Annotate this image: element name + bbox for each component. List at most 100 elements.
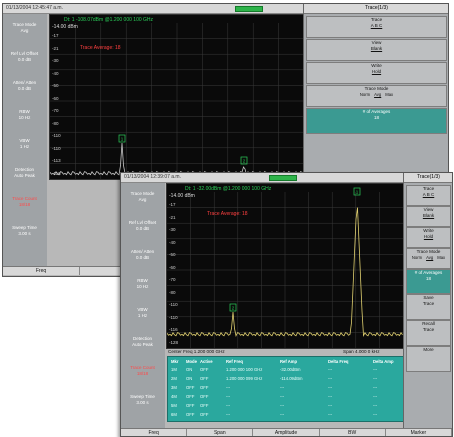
- table-header: Mkr Mode Active Ref Freq Ref Amp Delta Freq De…: [168, 358, 403, 365]
- param-label: VBW: [19, 138, 30, 143]
- bottom-amplitude-button[interactable]: Amplitude: [253, 429, 320, 436]
- trace-average-label: Trace Average: 18: [80, 45, 121, 51]
- param-trace-count: Trace Count 18/18: [122, 365, 163, 376]
- bottom-bw-button[interactable]: BW: [320, 429, 386, 436]
- table-row: 4M OFF OFF --- --- --- ---: [168, 393, 403, 400]
- softkey-averages[interactable]: # of Averages 18: [406, 269, 451, 294]
- param-vbw: VBW 1 Hz: [4, 138, 45, 149]
- grid: [50, 23, 304, 179]
- softkey-value: Trace: [422, 326, 435, 332]
- y-axis-label: -21: [169, 214, 176, 220]
- y-axis-label: -113: [52, 158, 61, 164]
- trace-mode-norm[interactable]: Norm: [411, 254, 423, 260]
- table-cell: ---: [373, 385, 378, 390]
- trace-mode-avg[interactable]: Avg: [426, 254, 434, 260]
- param-value: 10 Hz: [18, 114, 31, 120]
- timestamp: 01/13/2004 12:39:07 a.m.: [124, 174, 181, 180]
- spectrum-trace: [167, 207, 403, 338]
- column-header: Delta Freq: [328, 359, 349, 364]
- freq-button[interactable]: Freq: [3, 267, 80, 275]
- param-ref-lvl-offset: Ref Lvl Offset 0.0 dB: [122, 220, 163, 231]
- marker-readout: Dt: 1 -108.07dBm @1.200 000 100 GHz: [64, 17, 154, 23]
- table-cell: OFF: [186, 385, 195, 390]
- reference-level: -14.00 dBm: [169, 193, 195, 199]
- softkey-write[interactable]: Write Hold: [406, 227, 451, 248]
- softkey-save[interactable]: Save Trace: [406, 294, 451, 320]
- param-value: 0.0 dB: [17, 85, 31, 91]
- softkey-trace[interactable]: Trace A B C: [306, 16, 447, 38]
- table-cell: ---: [226, 412, 231, 417]
- marker-number: 1: [356, 190, 359, 195]
- table-cell: ---: [328, 385, 333, 390]
- param-label: Atten/ Atten: [12, 80, 37, 85]
- param-label: Sweep Time: [130, 394, 155, 399]
- softkey-recall[interactable]: Recall Trace: [406, 320, 451, 346]
- bottom-freq-button[interactable]: Freq: [121, 429, 188, 436]
- param-detection: Detection Auto Peak: [122, 336, 163, 347]
- bottom-marker-button[interactable]: Marker: [386, 429, 452, 436]
- table-row: 5M OFF OFF --- --- --- ---: [168, 402, 403, 409]
- trace-mode-avg[interactable]: Avg: [374, 91, 382, 97]
- column-header: Delta Amp: [373, 359, 394, 364]
- column-header: Active: [200, 359, 213, 364]
- bottom-span-button[interactable]: Span: [187, 429, 254, 436]
- marker-1-icon[interactable]: [118, 134, 126, 143]
- table-cell: ---: [373, 367, 378, 372]
- table-cell: OFF: [200, 385, 209, 390]
- softkey-value: Blank: [370, 45, 383, 51]
- y-axis-label: -30: [52, 58, 59, 64]
- param-label: Detection: [14, 167, 34, 172]
- softkey-title: Write: [423, 228, 434, 233]
- trace-mode-max[interactable]: Max: [385, 91, 394, 97]
- param-value: 3.00 s: [18, 230, 31, 236]
- menu-title: Trace(1/3): [304, 4, 448, 14]
- softkey-averages[interactable]: # of Averages 18: [306, 108, 447, 134]
- softkey-value: 18: [425, 275, 431, 281]
- param-sweep-time: Sweep Time 3.00 s: [4, 225, 45, 236]
- y-axis-label: -70: [169, 277, 176, 283]
- battery-icon: [269, 175, 297, 181]
- param-trace-count: Trace Count 18/18: [4, 196, 45, 207]
- table-cell: ON: [186, 367, 193, 372]
- spectrum-graph: 12: [50, 23, 304, 179]
- softkey-trace-mode[interactable]: Trace Mode Norm Avg Max: [406, 248, 451, 269]
- y-axis-label: -17: [52, 33, 59, 38]
- softkey-value: A B C: [370, 22, 383, 28]
- trace-mode-max[interactable]: Max: [437, 254, 446, 260]
- table-cell: 3M: [171, 385, 177, 390]
- table-cell: 5M: [171, 403, 177, 408]
- trace-mode-norm[interactable]: Norm: [359, 91, 371, 97]
- softkey-trace[interactable]: Trace A B C: [406, 185, 451, 206]
- softkey-trace-mode[interactable]: Trace Mode Norm Avg Max: [306, 85, 447, 107]
- softkey-view[interactable]: View Blank: [306, 39, 447, 61]
- softkey-view[interactable]: View Blank: [406, 206, 451, 227]
- column-header: Mkr: [171, 359, 179, 364]
- reference-level: -14.00 dBm: [52, 24, 78, 30]
- marker-2-icon[interactable]: [240, 156, 248, 165]
- column-header: Mode: [186, 359, 197, 364]
- marker-2-icon[interactable]: [229, 303, 237, 312]
- softkey-value: More: [423, 347, 434, 352]
- table-cell: ---: [328, 412, 333, 417]
- table-cell: ---: [373, 394, 378, 399]
- table-cell: ---: [328, 403, 333, 408]
- param-value: Avg: [138, 196, 147, 202]
- y-axis-label: -40: [52, 70, 59, 76]
- param-vbw: VBW 1 Hz: [122, 307, 163, 318]
- table-row: 1M ON OFF 1.200 000 100 GHz -32.00dBm --- ---: [168, 366, 403, 373]
- softkey-title: Write: [371, 63, 382, 68]
- table-cell: OFF: [200, 376, 209, 381]
- param-value: 1 Hz: [137, 312, 148, 318]
- timestamp: 01/13/2004 12:45:47 a.m.: [6, 5, 63, 11]
- table-cell: OFF: [200, 412, 209, 417]
- param-value: 18/18: [136, 370, 149, 376]
- softkey-write[interactable]: Write Hold: [306, 62, 447, 84]
- softkey-more[interactable]: More: [406, 346, 451, 372]
- table-cell: ---: [280, 394, 285, 399]
- marker-1-icon[interactable]: [353, 187, 361, 196]
- analyzer-screenshot-front: 01/13/2004 12:39:07 a.m. Trace Mode Avg Re…: [120, 172, 453, 437]
- battery-icon: [235, 6, 263, 12]
- table-cell: ---: [226, 394, 231, 399]
